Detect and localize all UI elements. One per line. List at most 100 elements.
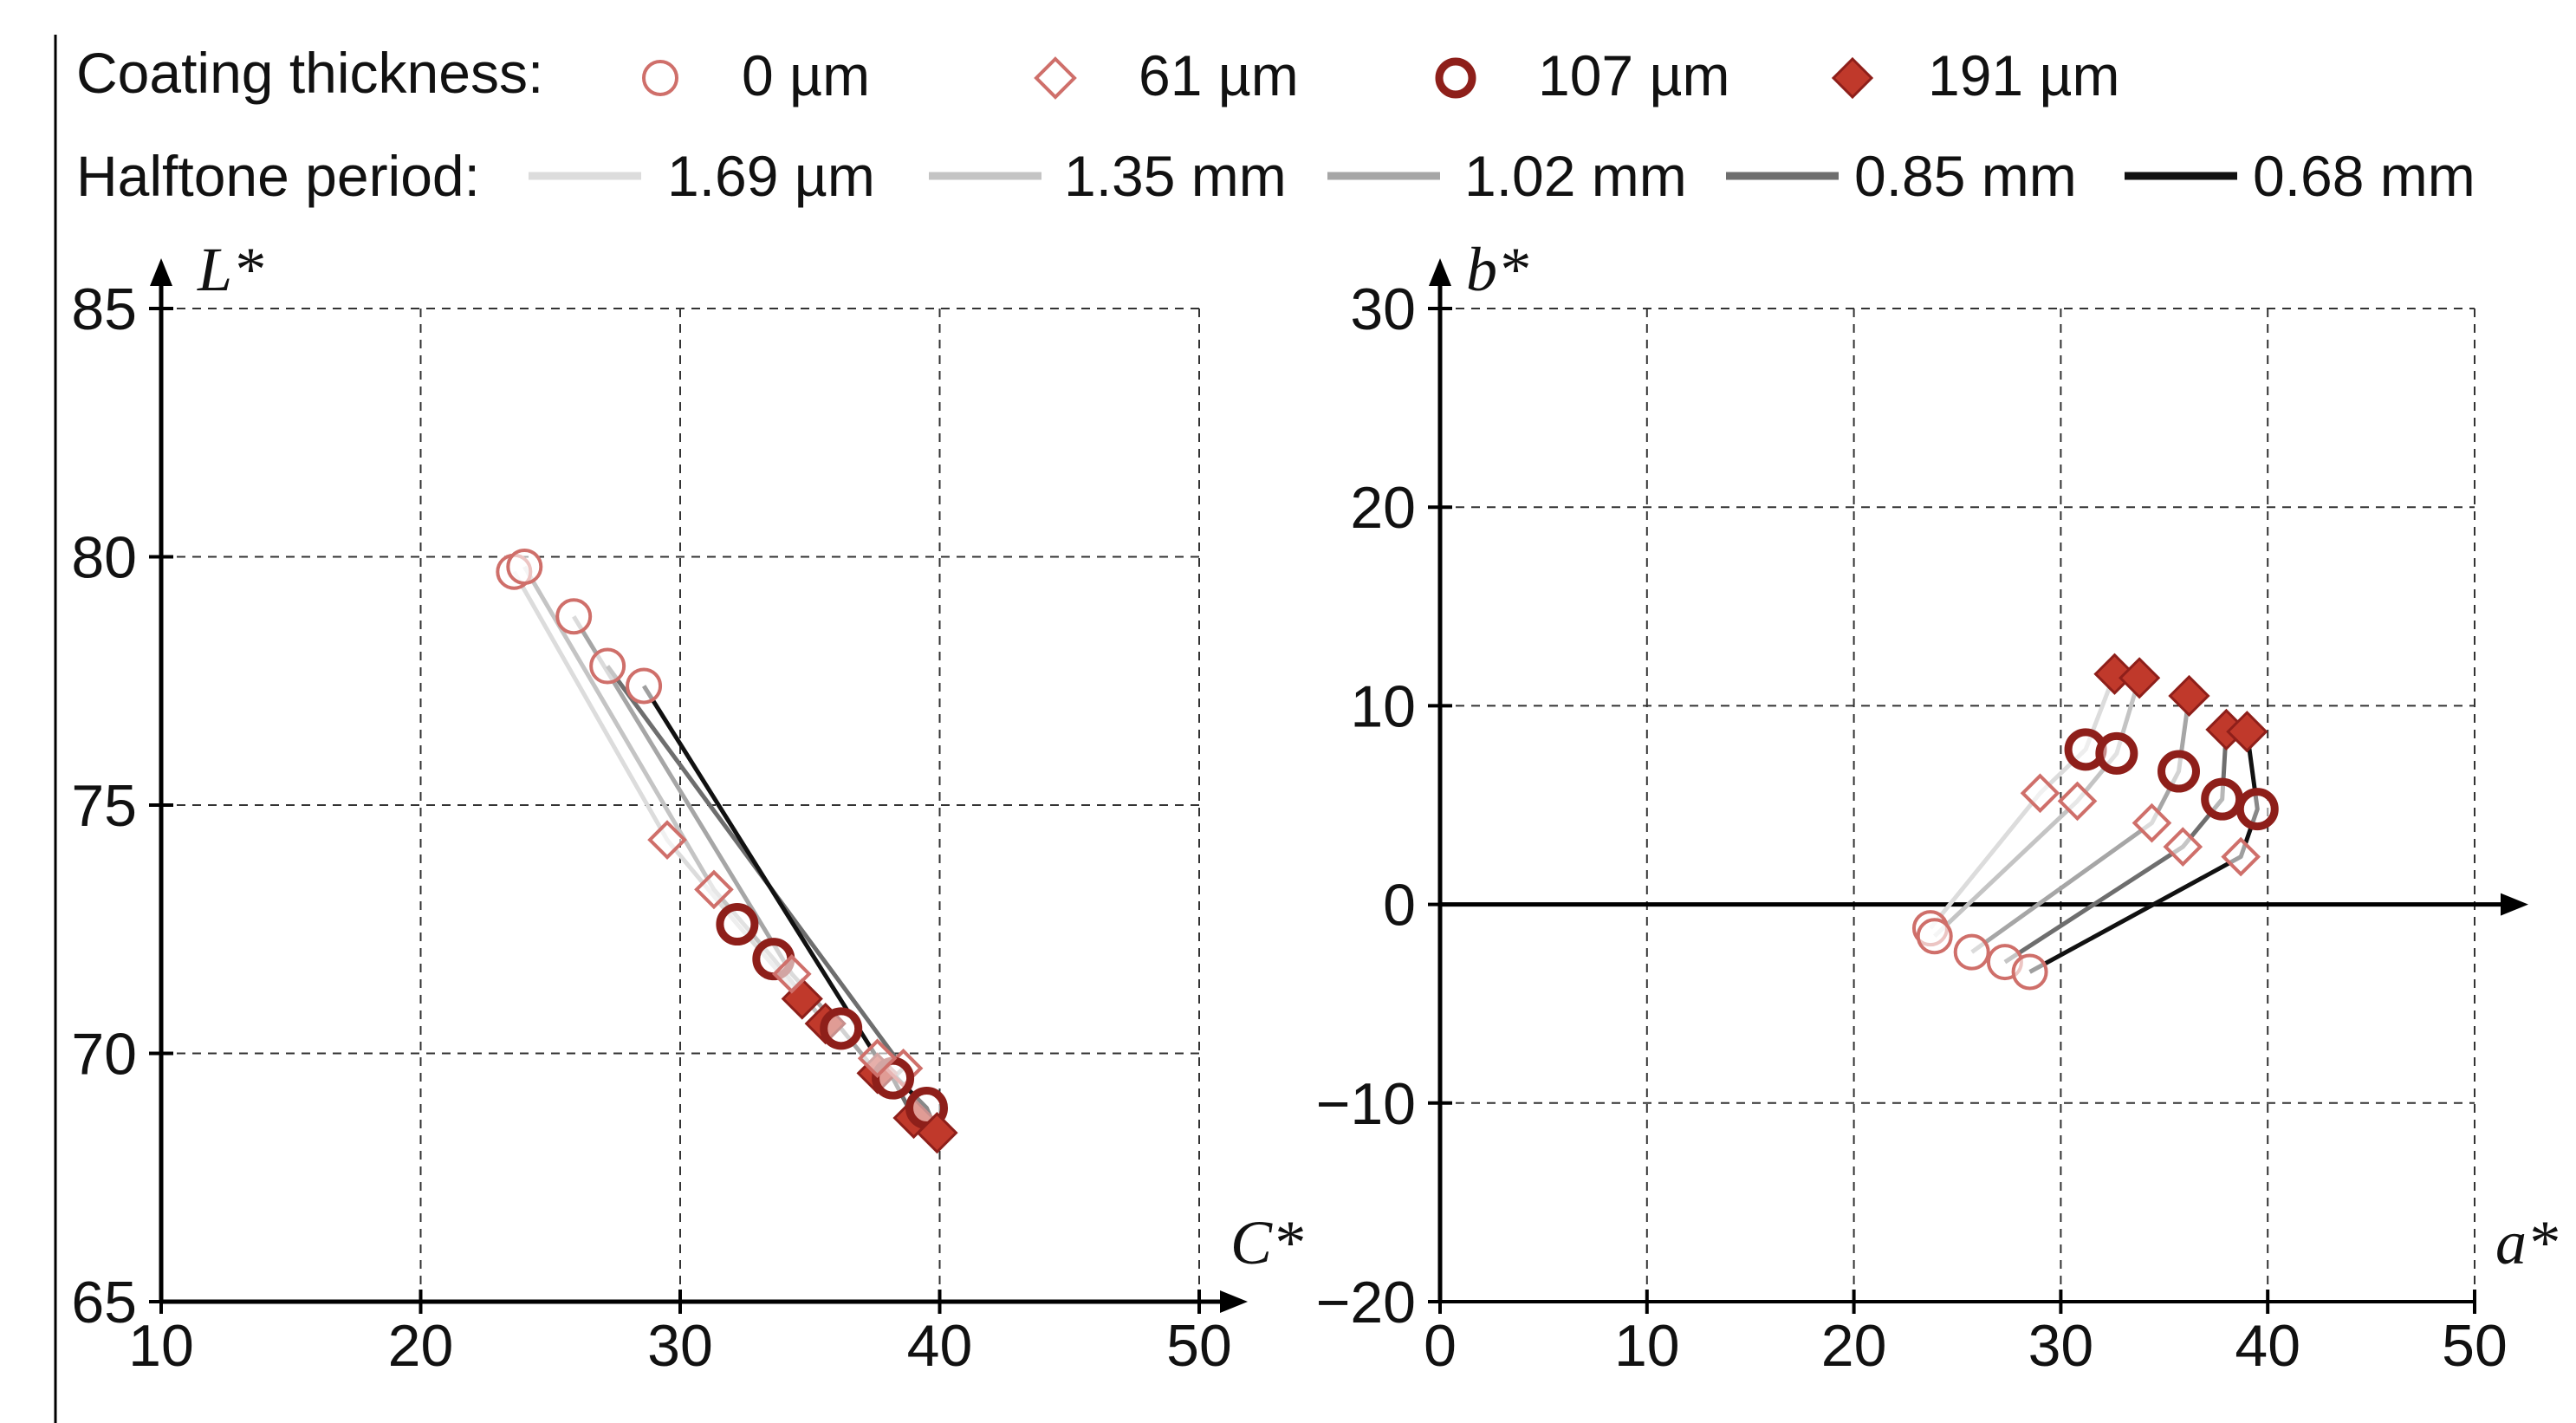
y-tick-label: 80: [71, 525, 137, 591]
marker-diamond-open: [2132, 802, 2172, 843]
y-axis-label: b*: [1466, 235, 1528, 304]
axes: [1429, 258, 2528, 1303]
ticks: 0 10 20 30 40 50 −20 −10 0 10 20 30: [1316, 276, 2508, 1379]
legend-thickness-label-3: 191 µm: [1928, 43, 2119, 107]
marker-diamond-open: [857, 1038, 898, 1079]
marker-diamond-open: [2020, 773, 2060, 814]
grid: [1440, 308, 2475, 1302]
marker-circle-open: [626, 667, 663, 705]
y-tick-label: 0: [1383, 873, 1416, 939]
x-axis-arrow-icon: [2501, 893, 2528, 916]
ticks: 10 20 30 40 50 65 70 75 80 85: [71, 276, 1231, 1379]
marker-circle-bold: [820, 1007, 863, 1050]
x-tick-label: 50: [2442, 1313, 2508, 1379]
legend-period-label-3: 0.85 mm: [1854, 144, 2077, 208]
marker-circle-open: [1916, 918, 1953, 955]
series-markers: [1911, 653, 2279, 991]
marker-diamond-open: [647, 820, 687, 860]
marker-circle-bold: [2235, 788, 2279, 831]
series-line: [512, 570, 804, 1001]
legend-thickness-label-1: 61 µm: [1139, 43, 1299, 107]
legend-thickness-item-3: 191 µm: [1831, 43, 2119, 107]
x-tick-label: 10: [1614, 1313, 1680, 1379]
y-tick-label: 20: [1350, 475, 1416, 541]
legend-period-title: Halftone period:: [76, 144, 480, 208]
legend-period-item-1: 1.35 mm: [929, 144, 1287, 208]
y-tick-label: 85: [71, 276, 137, 342]
x-tick-label: 20: [1821, 1313, 1887, 1379]
legend-period-item-0: 1.69 µm: [529, 144, 875, 208]
y-tick-label: 75: [71, 773, 137, 839]
marker-circle-open: [1953, 933, 1990, 971]
marker-diamond-open: [694, 869, 734, 910]
axes: [150, 258, 1248, 1313]
marker-diamond-open: [771, 953, 812, 994]
marker-diamond-filled: [2168, 674, 2210, 718]
x-tick-label: 40: [2235, 1313, 2300, 1379]
legend-period: Halftone period: 1.69 µm 1.35 mm 1.02 mm…: [76, 144, 2475, 208]
marker-diamond-open: [2057, 781, 2098, 822]
series-lines: [1929, 673, 2260, 974]
legend-thickness-label-2: 107 µm: [1538, 43, 1729, 107]
series-line: [1929, 673, 2117, 930]
legend-period-item-2: 1.02 mm: [1327, 144, 1687, 208]
y-tick-label: 30: [1350, 276, 1416, 342]
legend-period-label-0: 1.69 µm: [667, 144, 875, 208]
legend-period-item-4: 0.68 mm: [2125, 144, 2475, 208]
x-tick-label: 20: [388, 1313, 454, 1379]
legend-thickness-item-1: 61 µm: [1034, 43, 1299, 107]
marker-circle-open: [506, 548, 543, 585]
marker-circle-bold: [2157, 750, 2201, 793]
chart-right-ab: 0 10 20 30 40 50 −20 −10 0 10 20 30 b* a*: [1316, 235, 2558, 1379]
y-tick-label: 65: [71, 1270, 137, 1335]
legend-period-label-2: 1.02 mm: [1464, 144, 1687, 208]
legend-thickness-item-2: 107 µm: [1435, 43, 1729, 107]
diamond-filled-icon: [1831, 56, 1874, 100]
x-tick-label: 0: [1424, 1313, 1457, 1379]
y-tick-label: 10: [1350, 673, 1416, 739]
marker-diamond-filled: [916, 1112, 958, 1154]
legend-period-item-3: 0.85 mm: [1726, 144, 2077, 208]
x-tick-label: 40: [907, 1313, 973, 1379]
chart-left-lc: 10 20 30 40 50 65 70 75 80 85 L* C*: [71, 235, 1303, 1379]
y-axis-arrow-icon: [150, 258, 172, 286]
x-tick-label: 30: [647, 1313, 713, 1379]
y-tick-label: −10: [1316, 1071, 1416, 1137]
y-tick-label: 70: [71, 1022, 137, 1088]
x-axis-arrow-icon: [1220, 1290, 1248, 1313]
series-line: [1932, 677, 2142, 939]
series-line: [2028, 731, 2260, 974]
legend-period-label-1: 1.35 mm: [1064, 144, 1287, 208]
x-tick-label: 50: [1166, 1313, 1232, 1379]
marker-diamond-open: [2221, 836, 2261, 877]
x-tick-label: 10: [128, 1313, 194, 1379]
grid: [161, 308, 1200, 1302]
diamond-open-icon: [1034, 56, 1077, 100]
legend-thickness-label-0: 0 µm: [742, 43, 870, 107]
legend-thickness-title: Coating thickness:: [76, 41, 543, 105]
x-axis-label: a*: [2495, 1208, 2558, 1277]
y-axis-label: L*: [197, 235, 263, 304]
legend-period-label-4: 0.68 mm: [2253, 144, 2475, 208]
marker-diamond-filled: [2119, 657, 2161, 699]
series-line: [1970, 695, 2191, 954]
x-axis-label: C*: [1230, 1208, 1303, 1277]
circle-bold-icon: [1435, 57, 1476, 99]
series-line: [2003, 729, 2229, 965]
legend-thickness-item-0: 0 µm: [642, 43, 870, 107]
legend-thickness: Coating thickness: 0 µm 61 µm 107 µm 191…: [76, 41, 2119, 107]
series-markers: [496, 548, 958, 1154]
y-axis-arrow-icon: [1429, 258, 1451, 286]
marker-circle-open: [589, 647, 626, 685]
marker-diamond-open: [2163, 827, 2203, 867]
marker-circle-bold: [2201, 777, 2244, 821]
circle-open-icon: [642, 60, 678, 96]
y-tick-label: −20: [1316, 1270, 1416, 1335]
marker-circle-bold: [716, 903, 759, 946]
marker-circle-open: [2011, 953, 2048, 991]
marker-circle-bold: [2095, 731, 2138, 775]
marker-diamond-filled: [2226, 711, 2268, 753]
marker-circle-open: [555, 598, 593, 635]
x-tick-label: 30: [2028, 1313, 2094, 1379]
